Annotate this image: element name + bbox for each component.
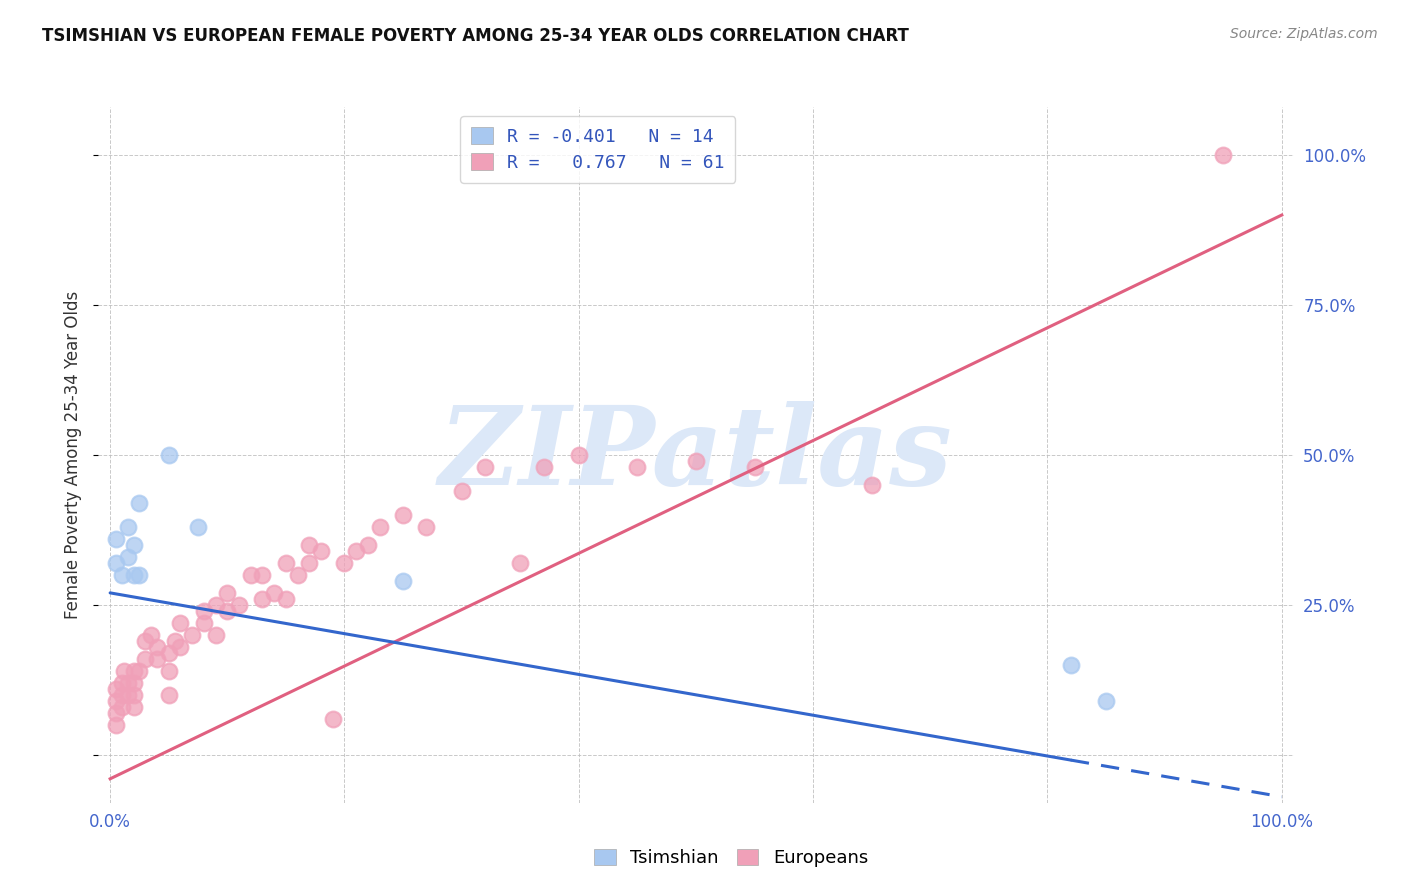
Point <box>157 664 180 678</box>
Point <box>157 688 180 702</box>
Point <box>111 688 134 702</box>
Point <box>117 688 139 702</box>
Point <box>298 556 321 570</box>
Point <box>860 478 883 492</box>
Point <box>146 640 169 654</box>
Point <box>193 604 215 618</box>
Point <box>111 676 134 690</box>
Point <box>134 652 156 666</box>
Y-axis label: Female Poverty Among 25-34 Year Olds: Female Poverty Among 25-34 Year Olds <box>65 291 83 619</box>
Point <box>128 496 150 510</box>
Point <box>105 694 128 708</box>
Text: ZIPatlas: ZIPatlas <box>439 401 953 508</box>
Point <box>157 448 180 462</box>
Point <box>252 591 274 606</box>
Point <box>181 628 204 642</box>
Point <box>252 567 274 582</box>
Point <box>274 591 297 606</box>
Point <box>274 556 297 570</box>
Point <box>217 604 239 618</box>
Point <box>122 676 145 690</box>
Point <box>415 520 437 534</box>
Point <box>122 538 145 552</box>
Point <box>357 538 380 552</box>
Point <box>392 574 415 588</box>
Point <box>157 646 180 660</box>
Point <box>474 459 496 474</box>
Legend: Tsimshian, Europeans: Tsimshian, Europeans <box>586 841 876 874</box>
Point <box>128 664 150 678</box>
Point <box>122 664 145 678</box>
Point <box>1212 148 1234 162</box>
Point <box>193 615 215 630</box>
Point <box>298 538 321 552</box>
Point <box>117 676 139 690</box>
Point <box>122 567 145 582</box>
Point <box>1060 657 1083 672</box>
Point <box>122 688 145 702</box>
Point <box>117 520 139 534</box>
Point <box>169 640 191 654</box>
Point <box>105 706 128 720</box>
Point <box>368 520 391 534</box>
Point <box>146 652 169 666</box>
Point <box>333 556 356 570</box>
Point <box>141 628 163 642</box>
Point <box>111 567 134 582</box>
Point <box>105 532 128 546</box>
Point <box>568 448 591 462</box>
Point <box>263 586 285 600</box>
Point <box>163 633 186 648</box>
Point <box>450 483 472 498</box>
Point <box>204 598 226 612</box>
Text: Source: ZipAtlas.com: Source: ZipAtlas.com <box>1230 27 1378 41</box>
Point <box>509 556 531 570</box>
Point <box>744 459 766 474</box>
Point <box>169 615 191 630</box>
Point <box>128 567 150 582</box>
Point <box>287 567 309 582</box>
Point <box>309 544 332 558</box>
Point <box>122 699 145 714</box>
Point <box>112 664 135 678</box>
Point <box>105 556 128 570</box>
Point <box>105 681 128 696</box>
Point <box>533 459 555 474</box>
Point <box>239 567 262 582</box>
Point <box>685 454 707 468</box>
Point <box>392 508 415 522</box>
Point <box>111 699 134 714</box>
Point <box>344 544 367 558</box>
Point <box>117 549 139 564</box>
Point <box>187 520 209 534</box>
Point <box>1095 694 1118 708</box>
Point <box>322 712 344 726</box>
Point <box>626 459 648 474</box>
Point <box>105 718 128 732</box>
Point <box>204 628 226 642</box>
Point <box>228 598 250 612</box>
Text: TSIMSHIAN VS EUROPEAN FEMALE POVERTY AMONG 25-34 YEAR OLDS CORRELATION CHART: TSIMSHIAN VS EUROPEAN FEMALE POVERTY AMO… <box>42 27 910 45</box>
Legend: R = -0.401   N = 14, R =   0.767   N = 61: R = -0.401 N = 14, R = 0.767 N = 61 <box>460 116 735 183</box>
Point <box>217 586 239 600</box>
Point <box>134 633 156 648</box>
